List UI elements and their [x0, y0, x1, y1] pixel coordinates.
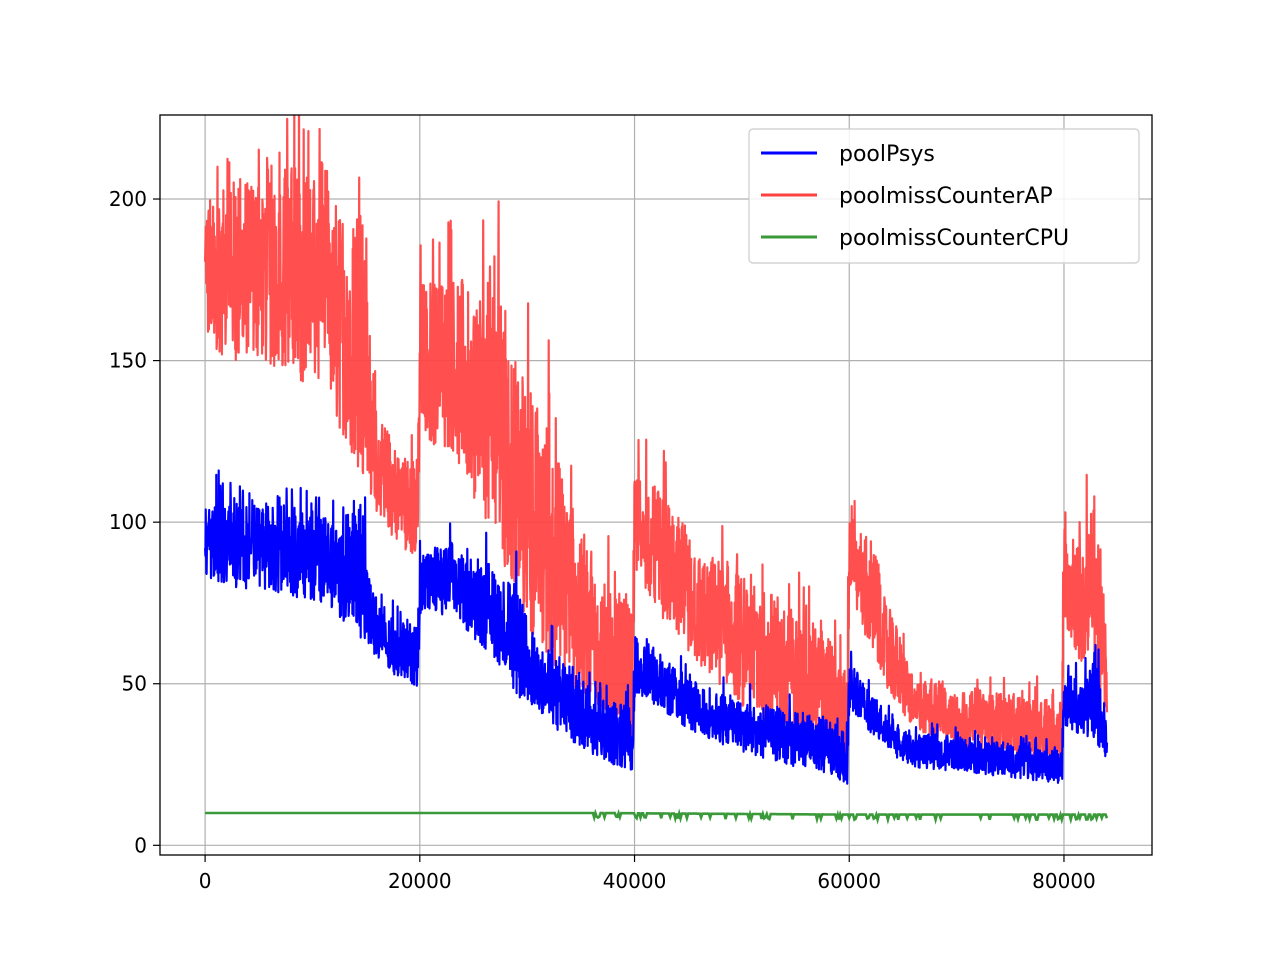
x-tick-label: 40000 [603, 869, 667, 893]
plot-frame [159, 114, 1153, 856]
series-line-poolmissCounterAP [204, 115, 1109, 769]
x-axis: 0 20000 40000 60000 80000 [199, 855, 1096, 893]
series-line-poolmissCounterCPU [205, 808, 1109, 825]
y-tick-label: 50 [122, 672, 147, 696]
y-tick-label: 200 [109, 187, 147, 211]
y-axis: 0 50 100 150 200 [109, 187, 160, 857]
x-tick-label: 0 [199, 869, 212, 893]
y-tick-label: 100 [109, 510, 147, 534]
y-tick-label: 150 [109, 349, 147, 373]
legend-label: poolmissCounterAP [839, 184, 1053, 209]
legend: poolPsys poolmissCounterAP poolmissCounter… [748, 128, 1140, 264]
x-tick-label: 80000 [1032, 869, 1096, 893]
legend-label: poolmissCounterCPU [839, 226, 1069, 251]
legend-label: poolPsys [839, 142, 935, 167]
y-tick-label: 0 [134, 833, 147, 857]
legend-box [748, 128, 1140, 264]
series-layer [204, 115, 1109, 825]
series-line-poolPsys [204, 469, 1109, 785]
x-tick-label: 60000 [817, 869, 881, 893]
x-tick-label: 20000 [388, 869, 452, 893]
